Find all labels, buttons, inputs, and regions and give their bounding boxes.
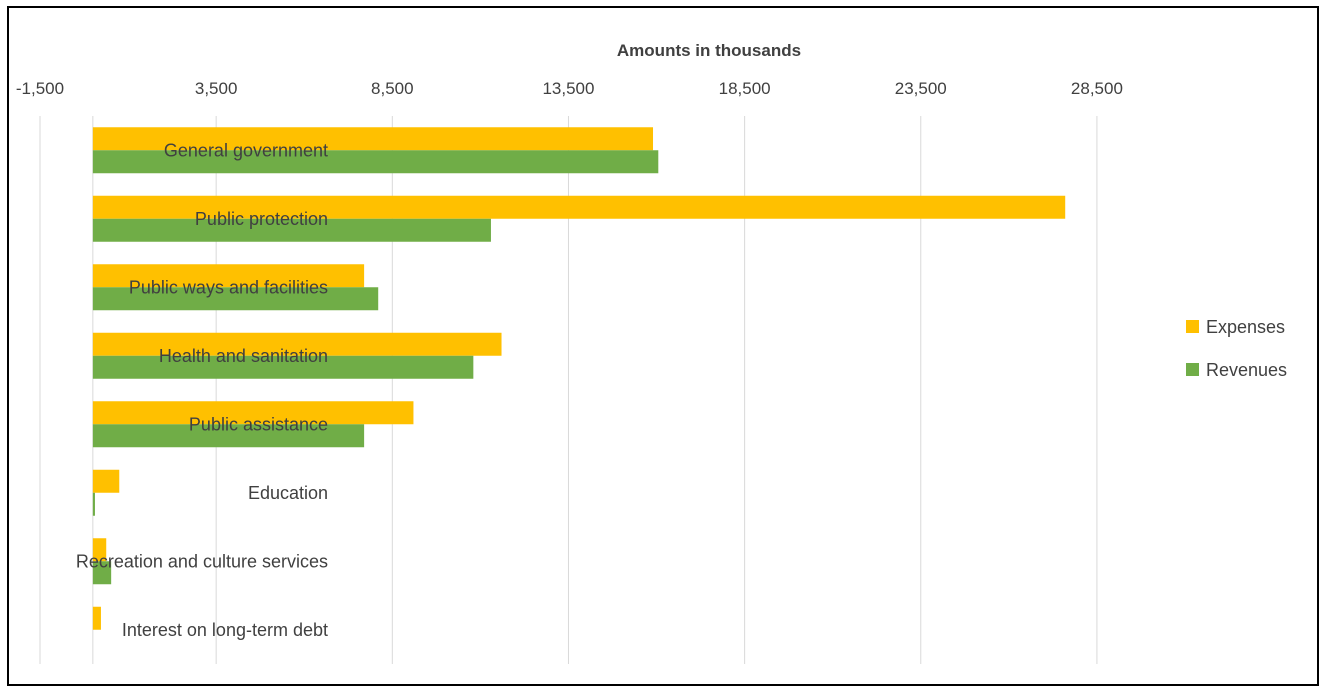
bar-revenues — [92, 150, 659, 174]
category-label: Education — [248, 483, 328, 503]
category-label: Public protection — [195, 209, 328, 229]
x-tick-label: -1,500 — [16, 79, 64, 98]
bar-expenses — [92, 127, 654, 151]
x-tick-label: 23,500 — [895, 79, 947, 98]
bar-expenses — [92, 264, 365, 288]
category-label: Interest on long-term debt — [122, 620, 328, 640]
bar-expenses — [92, 538, 107, 562]
x-tick-label: 28,500 — [1071, 79, 1123, 98]
x-axis-ticks: -1,500 3,500 8,500 13,500 18,500 23,500 28,500 — [16, 79, 1123, 98]
x-tick-label: 13,500 — [542, 79, 594, 98]
bar-revenues — [92, 492, 95, 516]
bar-revenues — [92, 561, 112, 585]
category-label: Recreation and culture services — [76, 551, 328, 571]
legend-swatch-revenues — [1186, 363, 1199, 376]
legend: Expenses Revenues — [1186, 317, 1287, 380]
bar-expenses — [92, 469, 120, 493]
bars — [92, 127, 1066, 630]
bar-expenses — [92, 195, 1066, 219]
bar-revenues — [92, 424, 365, 448]
x-tick-label: 18,500 — [719, 79, 771, 98]
category-label: Health and sanitation — [159, 346, 328, 366]
category-label: General government — [164, 140, 328, 160]
x-tick-label: 8,500 — [371, 79, 414, 98]
x-axis-title: Amounts in thousands — [617, 41, 801, 60]
bar-expenses — [92, 401, 414, 425]
category-label: Public assistance — [189, 414, 328, 434]
bar-expenses — [92, 332, 502, 356]
bar-revenues — [92, 355, 474, 379]
legend-label-revenues: Revenues — [1206, 360, 1287, 380]
category-labels: General government Public protection Publi… — [76, 140, 328, 640]
legend-swatch-expenses — [1186, 320, 1199, 333]
bar-revenues — [92, 218, 491, 242]
legend-label-expenses: Expenses — [1206, 317, 1285, 337]
category-label: Public ways and facilities — [129, 277, 328, 297]
bar-revenues — [92, 287, 379, 311]
x-tick-label: 3,500 — [195, 79, 238, 98]
bar-expenses — [92, 606, 101, 630]
